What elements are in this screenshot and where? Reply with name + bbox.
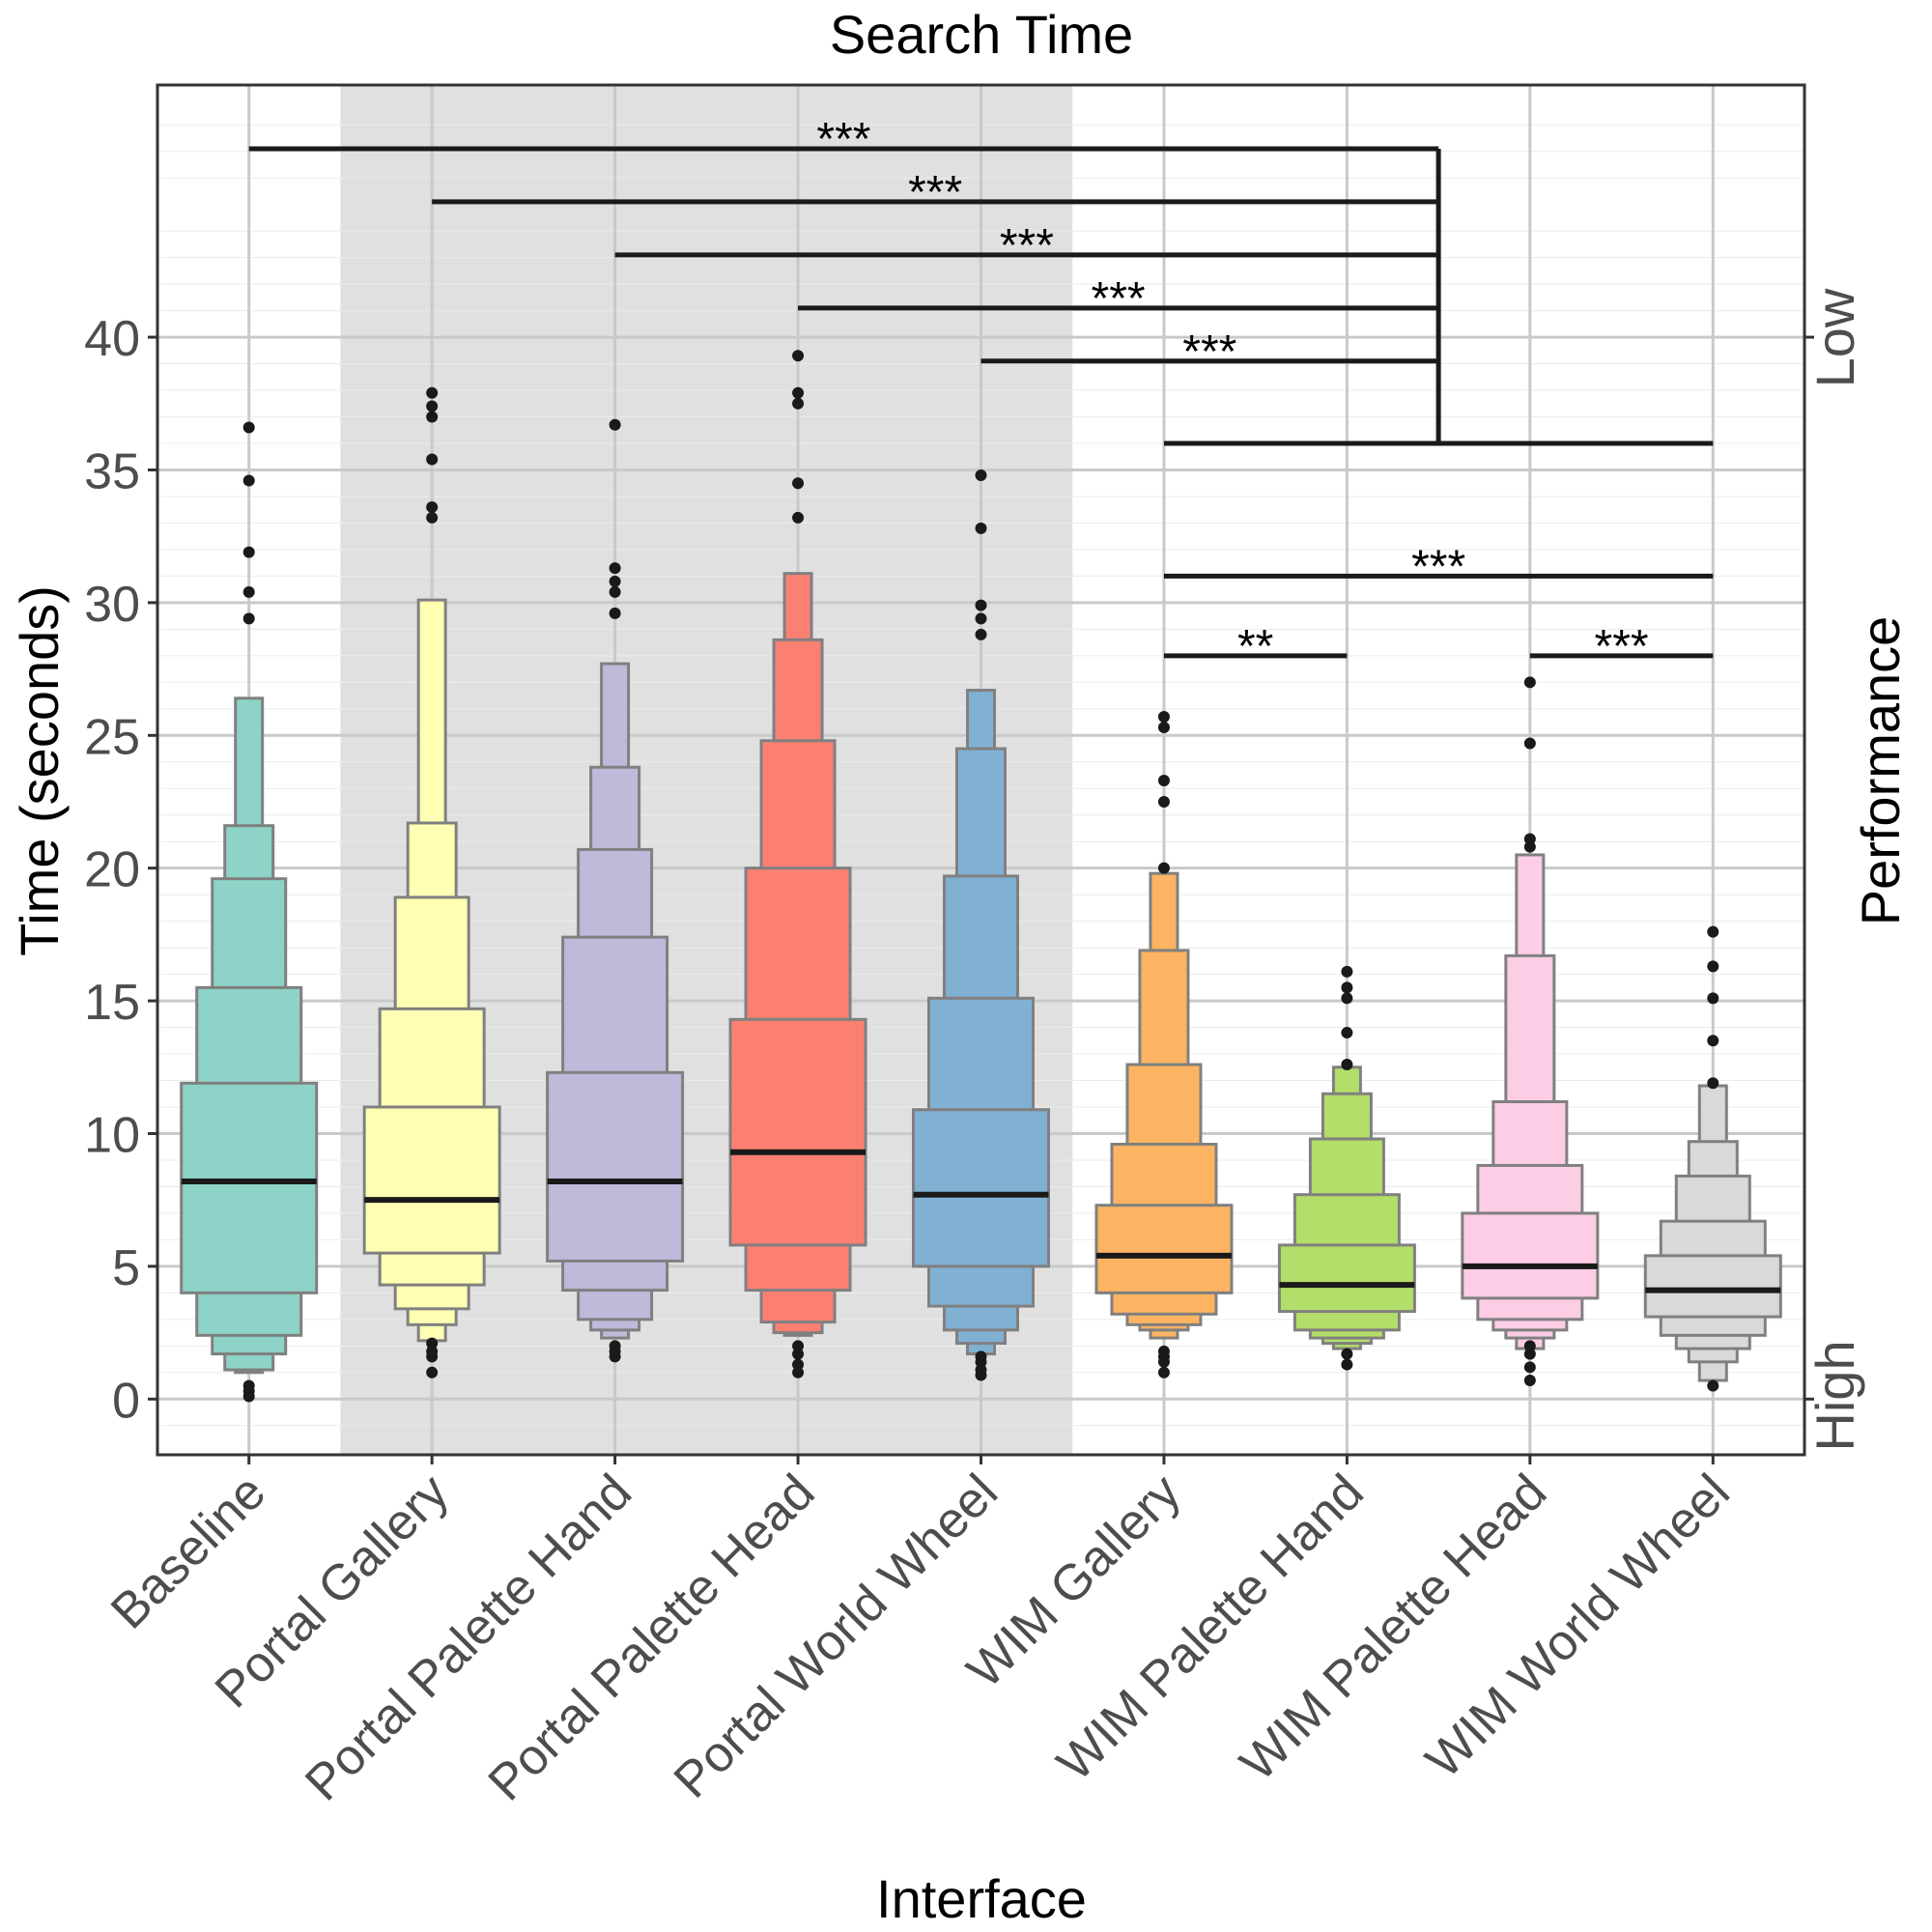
letter-value-box <box>1643 1254 1782 1319</box>
outlier-point <box>426 511 439 524</box>
outlier-point <box>792 350 805 362</box>
outlier-point <box>792 397 805 410</box>
outlier-point <box>1523 737 1536 750</box>
outlier-point <box>1523 1348 1536 1360</box>
outlier-point <box>1523 1375 1536 1387</box>
outlier-point <box>1341 1027 1353 1039</box>
y-tick-label: 35 <box>84 443 140 499</box>
outlier-point <box>1707 1379 1719 1392</box>
outlier-point <box>975 599 987 611</box>
letter-value-box <box>362 1105 501 1255</box>
outlier-point <box>426 1337 439 1350</box>
letter-value-box <box>912 1108 1050 1268</box>
outlier-point <box>975 1350 987 1363</box>
chart-title: Search Time <box>830 4 1133 65</box>
outlier-point <box>1157 722 1170 734</box>
secondary-axis-high-label: High <box>1804 1340 1865 1451</box>
outlier-point <box>1157 1366 1170 1378</box>
outlier-point <box>792 511 805 524</box>
x-axis-title: Interface <box>876 1868 1087 1929</box>
outlier-point <box>1157 774 1170 786</box>
outlier-point <box>1341 1059 1353 1071</box>
outlier-point <box>975 1364 987 1377</box>
y-tick-label: 0 <box>112 1373 140 1429</box>
outlier-point <box>1157 862 1170 874</box>
outlier-point <box>609 562 621 575</box>
outlier-point <box>426 411 439 423</box>
outlier-point <box>1341 992 1353 1005</box>
outlier-point <box>609 1340 621 1352</box>
outlier-point <box>242 585 255 598</box>
significance-label: ** <box>1237 621 1273 672</box>
outlier-point <box>1707 925 1719 938</box>
outlier-point <box>1341 981 1353 994</box>
outlier-point <box>792 386 805 399</box>
outlier-point <box>1523 1340 1536 1352</box>
outlier-point <box>609 575 621 587</box>
secondary-axis-low-label: Low <box>1804 288 1865 387</box>
outlier-point <box>975 522 987 534</box>
outlier-point <box>609 585 621 598</box>
outlier-point <box>242 1379 255 1392</box>
outlier-point <box>792 1366 805 1378</box>
outlier-point <box>1523 676 1536 689</box>
outlier-point <box>609 607 621 619</box>
outlier-point <box>242 546 255 558</box>
letter-value-box <box>546 1070 685 1263</box>
outlier-point <box>1707 1035 1719 1047</box>
outlier-point <box>1341 965 1353 978</box>
y-axis-title: Time (seconds) <box>9 585 70 956</box>
significance-label: *** <box>1000 220 1054 271</box>
significance-label: *** <box>1595 621 1649 672</box>
outlier-point <box>426 386 439 399</box>
outlier-point <box>426 500 439 513</box>
y-tick-label: 30 <box>84 577 140 633</box>
outlier-point <box>1157 711 1170 724</box>
outlier-point <box>975 612 987 625</box>
letter-value-box <box>1094 1204 1234 1294</box>
secondary-axis-title: Performance <box>1850 616 1911 926</box>
letter-value-box <box>1461 1211 1600 1300</box>
outlier-point <box>426 400 439 412</box>
outlier-point <box>1707 960 1719 973</box>
outlier-point <box>609 418 621 431</box>
outlier-point <box>975 628 987 640</box>
letter-value-box <box>1277 1243 1416 1314</box>
outlier-point <box>242 474 255 487</box>
y-tick-label: 10 <box>84 1107 140 1163</box>
outlier-point <box>1707 992 1719 1005</box>
letter-value-box <box>180 1081 319 1294</box>
significance-label: *** <box>908 167 962 218</box>
significance-label: *** <box>816 114 870 165</box>
outlier-point <box>792 1348 805 1360</box>
outlier-point <box>1523 840 1536 853</box>
outlier-point <box>975 469 987 481</box>
outlier-point <box>426 1345 439 1357</box>
y-tick-label: 40 <box>84 311 140 367</box>
outlier-point <box>1157 1345 1170 1357</box>
outlier-point <box>1707 1077 1719 1090</box>
outlier-point <box>1523 1361 1536 1374</box>
y-tick-label: 5 <box>112 1240 140 1296</box>
outlier-point <box>1341 1348 1353 1360</box>
y-tick-label: 25 <box>84 709 140 765</box>
outlier-point <box>426 453 439 466</box>
outlier-point <box>792 1358 805 1371</box>
outlier-point <box>1157 795 1170 808</box>
outlier-point <box>242 421 255 434</box>
outlier-point <box>242 612 255 625</box>
outlier-point <box>426 1366 439 1378</box>
outlier-point <box>1523 833 1536 845</box>
significance-label: *** <box>1092 273 1146 325</box>
significance-label: *** <box>1182 327 1236 378</box>
outlier-point <box>792 477 805 490</box>
significance-label: *** <box>1411 541 1465 592</box>
outlier-point <box>1341 1358 1353 1371</box>
outlier-point <box>792 1340 805 1352</box>
letter-value-box <box>728 1017 867 1247</box>
y-tick-label: 15 <box>84 975 140 1031</box>
y-tick-label: 20 <box>84 842 140 898</box>
